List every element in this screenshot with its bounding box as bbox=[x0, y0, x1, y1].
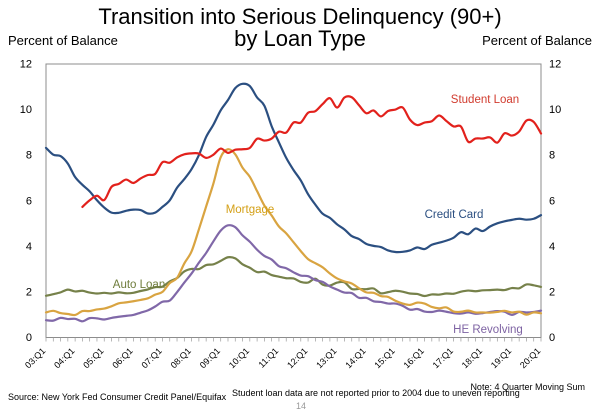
svg-text:6: 6 bbox=[549, 195, 555, 207]
svg-text:HE Revolving: HE Revolving bbox=[453, 324, 523, 336]
svg-text:05:Q1: 05:Q1 bbox=[81, 346, 105, 370]
svg-text:10: 10 bbox=[549, 104, 561, 116]
svg-text:13:Q1: 13:Q1 bbox=[314, 346, 338, 370]
svg-text:6: 6 bbox=[26, 195, 32, 207]
svg-text:14:Q1: 14:Q1 bbox=[343, 346, 367, 370]
svg-text:0: 0 bbox=[26, 332, 32, 344]
svg-text:09:Q1: 09:Q1 bbox=[198, 346, 222, 370]
svg-text:Auto Loan: Auto Loan bbox=[113, 279, 165, 291]
svg-text:19:Q1: 19:Q1 bbox=[489, 346, 513, 370]
svg-text:2: 2 bbox=[549, 286, 555, 298]
svg-text:12: 12 bbox=[20, 59, 32, 71]
svg-text:10: 10 bbox=[20, 104, 32, 116]
svg-text:17:Q1: 17:Q1 bbox=[431, 346, 455, 370]
svg-text:06:Q1: 06:Q1 bbox=[110, 346, 134, 370]
svg-text:Credit Card: Credit Card bbox=[425, 209, 484, 221]
svg-text:15:Q1: 15:Q1 bbox=[372, 346, 396, 370]
svg-text:08:Q1: 08:Q1 bbox=[169, 346, 193, 370]
svg-text:12: 12 bbox=[549, 59, 561, 71]
svg-text:10:Q1: 10:Q1 bbox=[227, 346, 251, 370]
svg-text:16:Q1: 16:Q1 bbox=[402, 346, 426, 370]
svg-text:8: 8 bbox=[549, 150, 555, 162]
svg-text:0: 0 bbox=[549, 332, 555, 344]
svg-text:4: 4 bbox=[26, 241, 32, 253]
svg-text:Student Loan: Student Loan bbox=[451, 94, 519, 106]
svg-text:07:Q1: 07:Q1 bbox=[139, 346, 163, 370]
svg-text:04:Q1: 04:Q1 bbox=[52, 346, 76, 370]
svg-text:18:Q1: 18:Q1 bbox=[460, 346, 484, 370]
svg-text:8: 8 bbox=[26, 150, 32, 162]
svg-text:12:Q1: 12:Q1 bbox=[285, 346, 309, 370]
svg-text:11:Q1: 11:Q1 bbox=[256, 346, 280, 370]
svg-text:4: 4 bbox=[549, 241, 555, 253]
svg-text:Mortgage: Mortgage bbox=[226, 204, 275, 216]
svg-text:2: 2 bbox=[26, 286, 32, 298]
svg-text:03:Q1: 03:Q1 bbox=[23, 346, 47, 370]
svg-text:20:Q1: 20:Q1 bbox=[518, 346, 542, 370]
